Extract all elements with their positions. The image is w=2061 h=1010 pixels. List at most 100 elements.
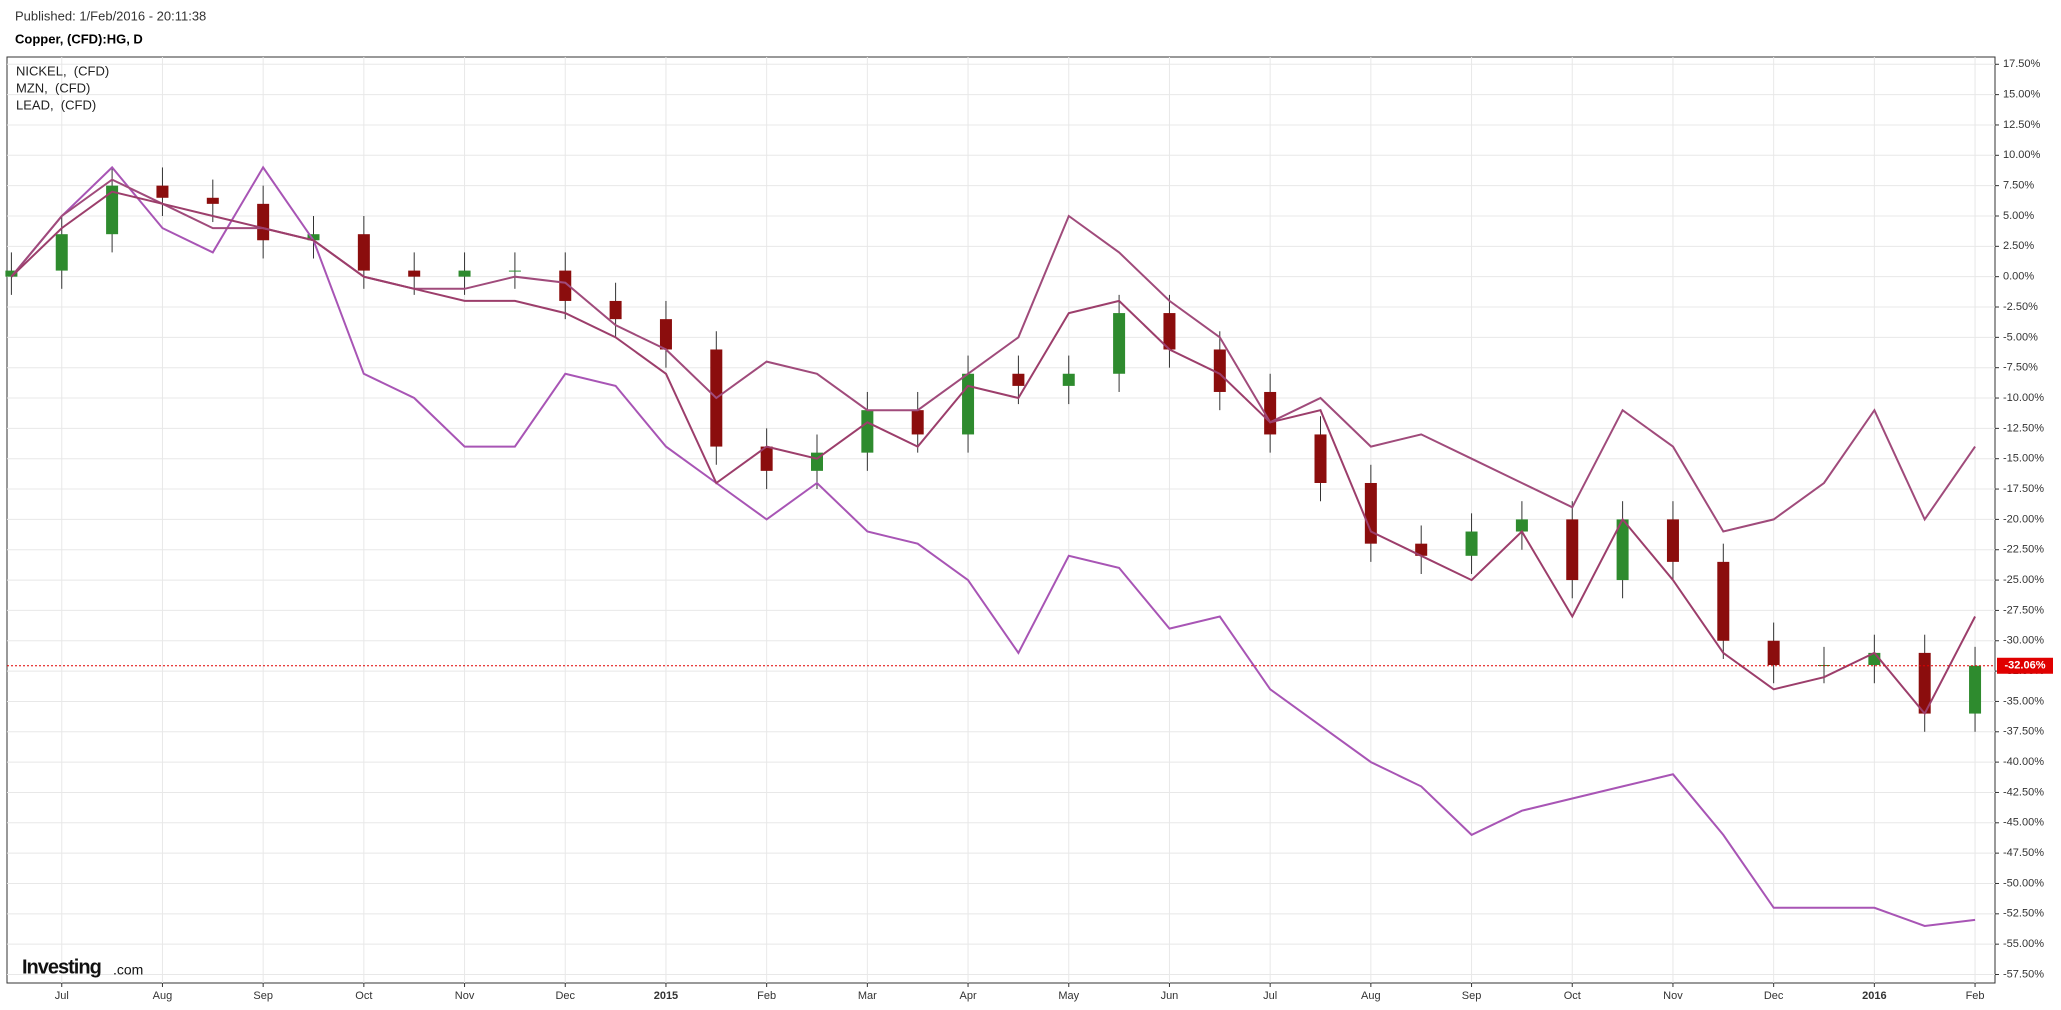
y-tick-label: -30.00% bbox=[2003, 635, 2044, 647]
candle-body bbox=[156, 185, 169, 198]
x-tick-label: Feb bbox=[757, 990, 776, 1002]
x-tick-label: Dec bbox=[1764, 990, 1784, 1002]
candle-body bbox=[1666, 519, 1679, 562]
x-tick-label: 2016 bbox=[1862, 990, 1886, 1002]
candle-body bbox=[1062, 373, 1075, 386]
x-tick-label: Nov bbox=[455, 990, 475, 1002]
y-tick-label: -40.00% bbox=[2003, 756, 2044, 768]
x-tick-label: Dec bbox=[555, 990, 575, 1002]
y-tick-label: -15.00% bbox=[2003, 453, 2044, 465]
candle-body bbox=[458, 270, 471, 277]
candle-body bbox=[257, 203, 270, 241]
series-line bbox=[10, 178, 1976, 533]
candle-body bbox=[609, 300, 622, 320]
candle-body bbox=[1515, 519, 1528, 532]
y-tick-label: 0.00% bbox=[2003, 271, 2034, 283]
y-tick-label: 2.50% bbox=[2003, 240, 2034, 252]
published: Published: 1/Feb/2016 - 20:11:38 bbox=[15, 8, 206, 23]
candle-body bbox=[106, 185, 119, 235]
legend-entry: LEAD, (CFD) bbox=[16, 97, 96, 112]
x-tick-label: Aug bbox=[153, 990, 173, 1002]
y-tick-label: 12.50% bbox=[2003, 119, 2041, 131]
x-tick-label: Apr bbox=[959, 990, 976, 1002]
y-tick-label: -50.00% bbox=[2003, 877, 2044, 889]
series-line bbox=[10, 165, 1976, 928]
y-tick-label: 5.00% bbox=[2003, 210, 2034, 222]
y-tick-label: -47.50% bbox=[2003, 847, 2044, 859]
candle-body bbox=[1616, 519, 1629, 581]
logo-suffix: .com bbox=[113, 962, 143, 978]
x-tick-label: 2015 bbox=[654, 990, 678, 1002]
x-tick-label: Oct bbox=[355, 990, 372, 1002]
y-tick-label: -37.50% bbox=[2003, 726, 2044, 738]
plot bbox=[5, 165, 1982, 928]
candle-body bbox=[962, 373, 975, 435]
candle-body bbox=[1364, 482, 1377, 544]
x-tick-label: Aug bbox=[1361, 990, 1381, 1002]
price-label: -32.06% bbox=[2005, 660, 2046, 672]
y-tick-label: -45.00% bbox=[2003, 817, 2044, 829]
candle-body bbox=[1213, 349, 1226, 392]
price-label-box bbox=[1997, 657, 2053, 674]
candle-body bbox=[1264, 391, 1277, 435]
candle-body bbox=[1465, 531, 1478, 556]
x-tick-label: May bbox=[1058, 990, 1079, 1002]
candle-body bbox=[55, 234, 68, 271]
plot-frame bbox=[6, 56, 1996, 984]
x-tick-label: Oct bbox=[1564, 990, 1581, 1002]
candle-body bbox=[357, 234, 370, 271]
x-tick-label: Feb bbox=[1966, 990, 1985, 1002]
candle-body bbox=[1566, 519, 1579, 581]
candle-body bbox=[1113, 313, 1126, 374]
y-tick-label: 15.00% bbox=[2003, 89, 2041, 101]
x-tick-label: Sep bbox=[1462, 990, 1482, 1002]
candle-body bbox=[5, 270, 18, 277]
y-tick-label: 17.50% bbox=[2003, 58, 2041, 70]
candle-body bbox=[307, 234, 320, 241]
y-tick-label: 10.00% bbox=[2003, 149, 2041, 161]
y-tick-label: -27.50% bbox=[2003, 604, 2044, 616]
y-tick-label: -12.50% bbox=[2003, 422, 2044, 434]
candle-body bbox=[1314, 434, 1327, 483]
y-tick-label: -52.50% bbox=[2003, 908, 2044, 920]
candle-body bbox=[408, 270, 421, 277]
candle-body bbox=[1415, 543, 1428, 556]
x-tick-label: Jul bbox=[55, 990, 69, 1002]
y-tick-label: -35.00% bbox=[2003, 695, 2044, 707]
x-tick-label: Mar bbox=[858, 990, 877, 1002]
chart-title: Copper, (CFD):HG, D bbox=[15, 31, 143, 46]
y-tick-label: -57.50% bbox=[2003, 968, 2044, 980]
y-tick-label: -55.00% bbox=[2003, 938, 2044, 950]
y-tick-label: -20.00% bbox=[2003, 513, 2044, 525]
candle-body bbox=[508, 270, 521, 272]
x-tick-label: Nov bbox=[1663, 990, 1683, 1002]
y-tick-label: -7.50% bbox=[2003, 362, 2038, 374]
candle-body bbox=[1767, 640, 1780, 666]
candle-body bbox=[1717, 561, 1730, 641]
x-tick-label: Jul bbox=[1263, 990, 1277, 1002]
candle-body bbox=[1012, 373, 1025, 386]
candle-body bbox=[206, 197, 219, 204]
grid bbox=[7, 57, 1995, 983]
legend-entry: MZN, (CFD) bbox=[16, 80, 90, 95]
candle-body bbox=[861, 410, 874, 453]
y-tick-label: -5.00% bbox=[2003, 331, 2038, 343]
x-tick-label: Jun bbox=[1161, 990, 1179, 1002]
y-tick-label: -10.00% bbox=[2003, 392, 2044, 404]
candle-body bbox=[559, 270, 572, 301]
candle-body bbox=[1918, 652, 1931, 714]
y-tick-label: -42.50% bbox=[2003, 786, 2044, 798]
candle-body bbox=[1163, 313, 1176, 350]
y-tick-label: -17.50% bbox=[2003, 483, 2044, 495]
y-tick-label: -25.00% bbox=[2003, 574, 2044, 586]
y-tick-label: 7.50% bbox=[2003, 180, 2034, 192]
x-tick-label: Sep bbox=[253, 990, 273, 1002]
candle-body bbox=[760, 446, 773, 471]
legend-entry: NICKEL, (CFD) bbox=[16, 63, 109, 78]
series-line bbox=[10, 190, 1976, 716]
logo: Investing bbox=[22, 956, 101, 978]
candle-body bbox=[659, 319, 672, 350]
candle-body bbox=[911, 410, 924, 435]
